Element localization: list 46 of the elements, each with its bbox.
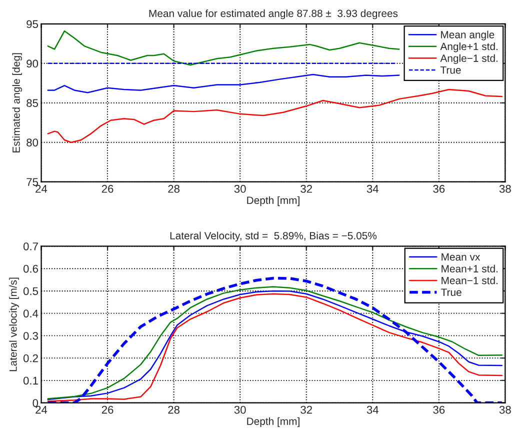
x-tick-label: 34 [366, 406, 378, 414]
y-tick-label: 0.5 [23, 287, 38, 296]
x-tick-label: 38 [499, 184, 511, 193]
x-tick-label: 28 [168, 184, 180, 193]
x-tick-label: 26 [102, 184, 114, 193]
y-tick-label: 0.3 [23, 332, 38, 340]
y-tick-label: 0.4 [23, 310, 38, 318]
x-tick-label: 36 [433, 184, 445, 193]
x-axis-title: Depth [mm] [247, 417, 300, 428]
y-tick-label: 0.7 [23, 242, 38, 250]
line-series [47, 74, 400, 94]
x-tick-label: 36 [433, 406, 445, 414]
legend-label: Angle−1 std. [440, 54, 498, 64]
x-tick-label: 24 [36, 406, 48, 414]
chart-title: Mean value for estimated angle 87.88 ± 3.93 degrees [149, 9, 398, 20]
x-tick-label: 32 [300, 406, 312, 414]
legend-label: Mean+1 std. [442, 264, 498, 272]
y-tick-label: 0 [32, 399, 38, 407]
x-tick-label: 34 [366, 184, 378, 193]
x-tick-label: 32 [300, 184, 312, 193]
x-tick-label: 28 [168, 406, 180, 414]
y-tick-label: 0.1 [23, 376, 38, 385]
legend-label: Angle+1 std. [440, 42, 498, 52]
y-tick-label: 95 [26, 20, 38, 28]
y-tick-label: 75 [26, 178, 38, 186]
y-tick-label: 0.6 [23, 264, 38, 273]
x-tick-label: 30 [234, 184, 246, 193]
x-tick-label: 38 [499, 406, 511, 414]
legend-label: True [441, 288, 462, 296]
y-tick-label: 0.2 [23, 354, 38, 362]
x-tick-label: 24 [36, 184, 48, 193]
x-tick-label: 26 [102, 406, 114, 414]
y-axis-title: Lateral velocity [m/s] [9, 278, 19, 372]
y-axis-title: Estimated angle [deg] [12, 53, 22, 152]
chart-title: Lateral Velocity, std = 5.89%, Bias = −5.05% [170, 232, 377, 242]
line-series [47, 30, 400, 66]
x-axis-title: Depth [mm] [247, 196, 300, 206]
y-tick-label: 80 [26, 138, 38, 146]
x-tick-label: 30 [234, 406, 246, 414]
y-tick-label: 90 [26, 60, 38, 68]
legend-label: True [440, 66, 461, 74]
legend-label: Mean angle [441, 30, 494, 40]
line-series [47, 88, 503, 143]
legend-label: Mean vx [442, 253, 480, 261]
y-tick-label: 85 [26, 99, 38, 108]
legend-label: Mean−1 std. [442, 276, 498, 284]
